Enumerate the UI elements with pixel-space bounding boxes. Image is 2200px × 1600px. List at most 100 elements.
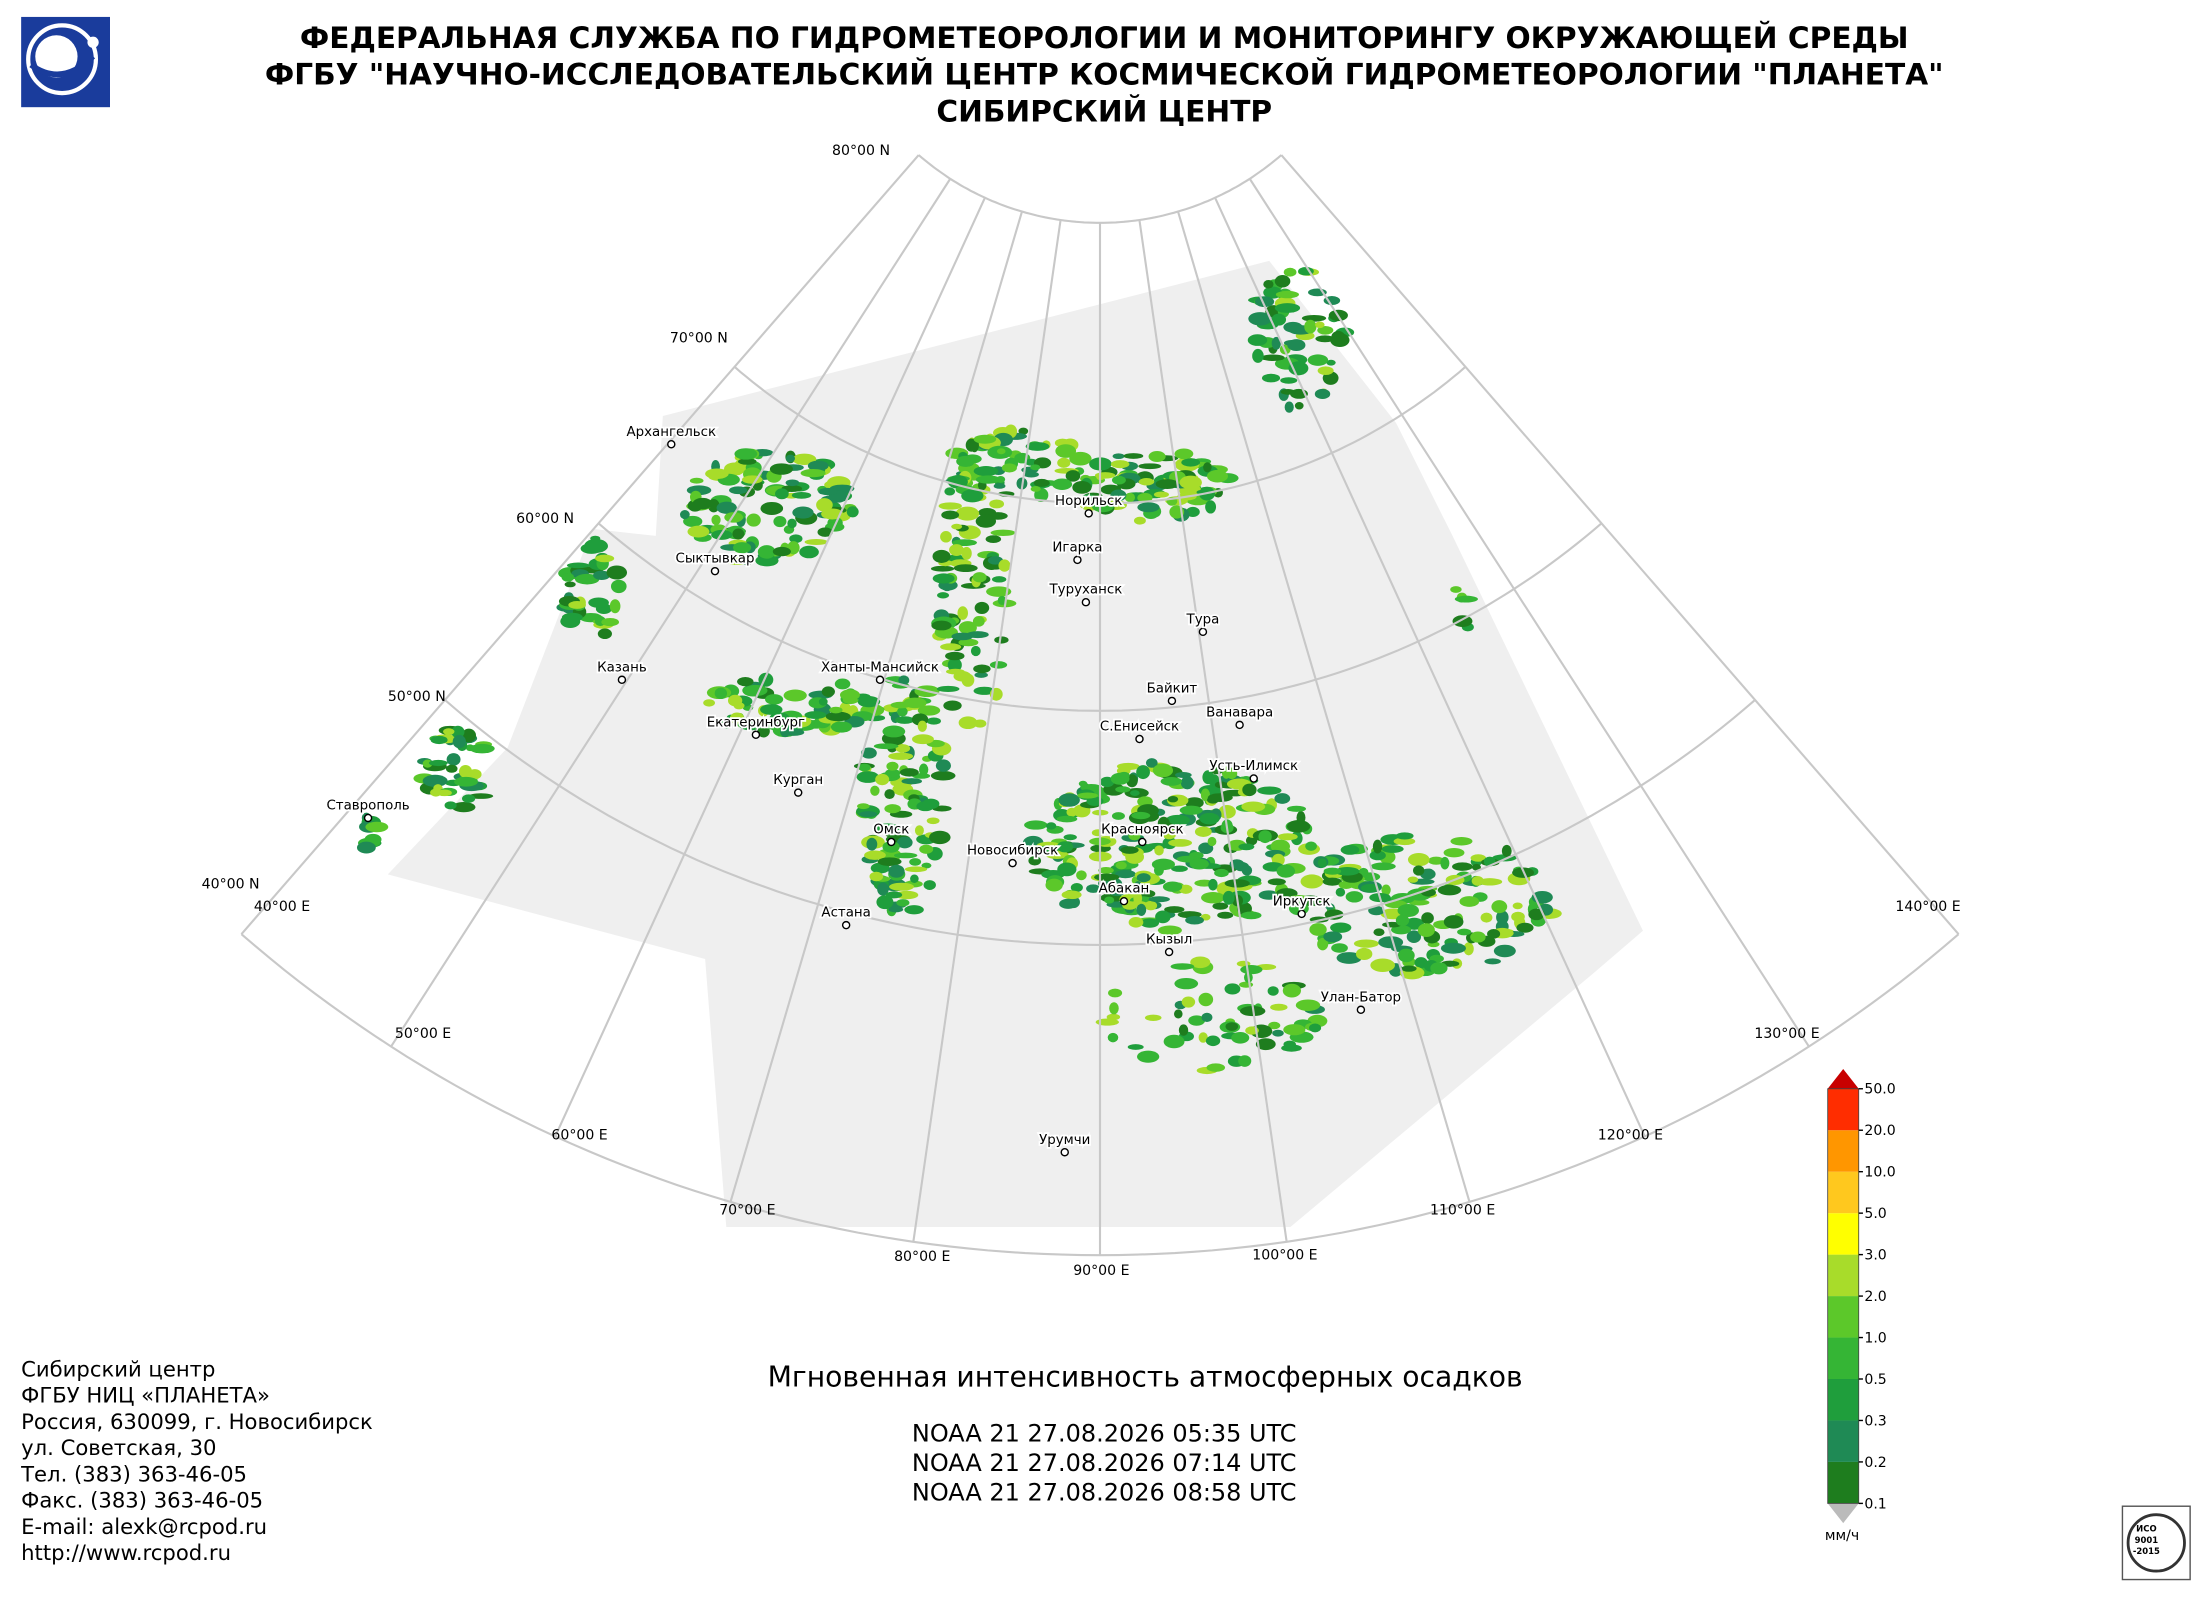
precip-cell <box>1115 861 1127 870</box>
legend: 0.1 0.2 0.3 0.5 1.0 2.0 3.0 5.0 10.0 20.0 50.0 мм/ч <box>1825 1069 1896 1544</box>
precip-cell <box>998 559 1011 572</box>
precip-cell <box>1338 880 1354 889</box>
precip-cell <box>1257 786 1282 795</box>
precip-cell <box>804 711 827 719</box>
precip-cell <box>1287 805 1306 812</box>
precip-cell <box>723 462 745 476</box>
precip-cell <box>1501 844 1512 858</box>
precip-cell <box>1033 478 1050 487</box>
precip-cell <box>733 702 745 710</box>
precip-cell <box>1207 836 1217 847</box>
precip-cell <box>889 882 915 891</box>
parallel-label: 80°00 N <box>832 143 890 159</box>
precip-cell <box>1283 267 1297 277</box>
city-marker <box>1249 774 1258 783</box>
city-label: С.Енисейск <box>1100 720 1179 735</box>
precip-cell <box>873 743 899 750</box>
precip-cell <box>1188 1015 1206 1026</box>
precip-cell <box>564 581 576 588</box>
legend-label: 0.3 <box>1864 1413 1886 1429</box>
precip-cell <box>1203 462 1212 473</box>
precip-cell <box>1282 983 1301 998</box>
precip-cell <box>973 719 987 728</box>
precip-cell <box>1280 389 1296 395</box>
precip-cell <box>926 717 941 725</box>
precip-cell <box>703 699 715 707</box>
precip-cell <box>1200 788 1211 802</box>
precip-cell <box>895 890 919 900</box>
precip-cell <box>1112 453 1125 460</box>
precip-cell <box>974 601 990 615</box>
precip-cell <box>1487 929 1501 939</box>
precip-cell <box>1206 1063 1226 1072</box>
precip-cell <box>1052 478 1073 490</box>
precip-cell <box>989 499 1005 509</box>
precip-cell <box>1030 486 1041 492</box>
precip-cell <box>888 864 905 878</box>
precip-cell <box>973 664 991 674</box>
precip-cell <box>1056 841 1074 853</box>
precip-cell <box>938 502 962 510</box>
precip-cell <box>1185 915 1204 925</box>
city-label: Улан-Батор <box>1321 990 1401 1005</box>
legend-swatch <box>1827 1254 1859 1297</box>
precip-cell <box>1154 845 1164 856</box>
precip-cell <box>804 538 829 545</box>
precip-cell <box>1240 911 1262 920</box>
precip-cell <box>705 468 729 479</box>
precip-cell <box>1280 377 1298 384</box>
precip-cell <box>444 801 457 810</box>
parallel-label: 40°00 N <box>202 876 260 892</box>
precip-cell <box>1335 887 1346 897</box>
precip-cell <box>1317 366 1334 375</box>
precip-cell <box>1421 912 1434 924</box>
precip-cell <box>755 554 779 567</box>
precip-cell <box>985 535 1002 544</box>
precip-cell <box>1484 958 1501 965</box>
precip-cell <box>940 643 962 651</box>
precip-cell <box>1133 891 1143 905</box>
precip-cell <box>594 554 615 563</box>
precip-cell <box>560 614 581 628</box>
precip-cell <box>1263 280 1274 289</box>
precip-cell <box>997 595 1007 605</box>
legend-label: 0.2 <box>1864 1455 1886 1471</box>
precip-cell <box>917 720 927 732</box>
precip-cell <box>1452 862 1473 871</box>
precip-cell <box>1171 865 1188 872</box>
precip-cell <box>1315 335 1335 343</box>
precip-cell <box>1295 999 1321 1011</box>
precip-cell <box>1094 472 1116 479</box>
precip-cell <box>1023 471 1039 478</box>
precip-cell <box>462 794 476 803</box>
meridian-label: 90°00 E <box>1073 1263 1129 1279</box>
precip-cell <box>1133 881 1143 894</box>
legend-label: 0.5 <box>1864 1372 1886 1388</box>
precip-cell <box>1181 458 1201 467</box>
city-marker <box>710 566 720 576</box>
city-marker <box>1073 555 1082 565</box>
legend-label: 2.0 <box>1864 1289 1886 1305</box>
precip-cell <box>937 592 950 599</box>
precip-cell <box>951 523 963 530</box>
precip-cell <box>1155 910 1171 924</box>
precip-cell <box>955 506 980 521</box>
meridian <box>1214 197 1646 1137</box>
precip-cell <box>1304 319 1317 334</box>
meridian-label: 40°00 E <box>254 899 310 915</box>
precip-cell <box>1028 856 1042 866</box>
precip-cell <box>875 773 890 786</box>
precip-cell <box>1025 442 1050 451</box>
precip-cell <box>1066 807 1078 817</box>
precip-cell <box>775 488 789 500</box>
city-label: Туруханск <box>1049 583 1123 598</box>
precip-cell <box>1057 862 1077 877</box>
precip-cell <box>931 620 952 631</box>
precip-cell <box>1170 963 1195 970</box>
legend-label: 5.0 <box>1864 1206 1886 1222</box>
precip-cell <box>1173 1009 1183 1019</box>
precip-cell <box>1407 852 1430 867</box>
precip-cell <box>1395 832 1414 840</box>
precip-cell <box>1258 890 1279 900</box>
precip-cell <box>469 743 495 754</box>
